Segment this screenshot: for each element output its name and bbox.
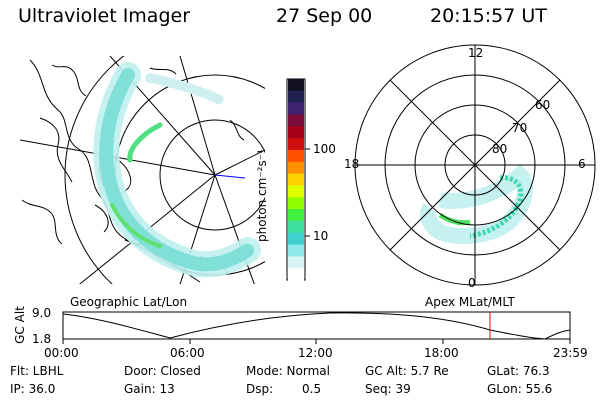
time-tick-0600: 06:00 <box>170 346 205 360</box>
gain-info: Gain: 13 <box>124 382 175 396</box>
colorbar-segment <box>288 209 304 222</box>
latitude-circle <box>64 56 125 284</box>
dsp-label: Dsp: <box>246 382 274 396</box>
alt-tick-1-8: 1.8 <box>32 332 52 346</box>
time-tick-2359: 23:59 <box>553 346 588 360</box>
mlt-label-12: 12 <box>468 46 484 60</box>
colorbar-segment <box>288 185 304 198</box>
colorbar-segment <box>288 256 304 269</box>
colorbar-segment <box>288 126 304 139</box>
apex-panel-label: Apex MLat/MLT <box>425 295 515 309</box>
ip-info: IP: 36.0 <box>10 382 56 396</box>
glon-info: GLon: 55.6 <box>487 382 553 396</box>
time-label: 20:15:57 UT <box>430 5 547 27</box>
gc-alt-axis-label: GC Alt <box>13 306 27 344</box>
latitude-circle <box>159 119 265 231</box>
colorbar-segment <box>288 197 304 210</box>
mlt-label-6: 6 <box>578 157 586 171</box>
mlt-label-0: 0 <box>468 276 476 290</box>
colorbar-segment <box>288 220 304 234</box>
app-title: Ultraviolet Imager <box>18 5 191 27</box>
mode-info: Mode: Normal <box>246 364 330 378</box>
door-info: Door: Closed <box>124 364 201 378</box>
colorbar-segment <box>288 244 304 257</box>
mlat-label-60: 60 <box>535 98 551 112</box>
colorbar-segment <box>288 149 304 163</box>
polar-plot <box>354 44 596 286</box>
geographic-panel-label: Geographic Lat/Lon <box>70 295 188 309</box>
time-tick-1800: 18:00 <box>424 346 459 360</box>
mlat-label-70: 70 <box>512 121 528 135</box>
colorbar-segment <box>288 173 304 186</box>
geographic-map <box>20 56 265 284</box>
mlt-label-18: 18 <box>344 157 360 171</box>
colorbar-segment <box>288 138 304 151</box>
colorbar-tick-100: 100 <box>313 142 336 156</box>
time-tick-0000: 00:00 <box>44 346 79 360</box>
colorbar-segment <box>288 268 304 281</box>
glat-info: GLat: 76.3 <box>487 364 550 378</box>
colorbar <box>286 78 310 281</box>
colorbar-units-label: photon cm⁻²s⁻¹ <box>255 149 269 242</box>
colorbar-segment <box>288 114 304 127</box>
time-tick-1200: 12:00 <box>298 346 333 360</box>
altitude-plot <box>62 311 571 344</box>
gc-alt-info: GC Alt: 5.7 Re <box>365 364 449 378</box>
colorbar-segment <box>288 161 304 175</box>
colorbar-segment <box>288 79 304 92</box>
dsp-value: 0.5 <box>302 382 322 396</box>
colorbar-segment <box>288 90 304 104</box>
colorbar-tick-10: 10 <box>313 229 329 243</box>
colorbar-segment <box>288 232 304 246</box>
seq-info: Seq: 39 <box>365 382 411 396</box>
date-label: 27 Sep 00 <box>276 5 373 27</box>
mlat-label-80: 80 <box>492 142 508 156</box>
colorbar-segment <box>288 102 304 115</box>
alt-tick-9: 9.0 <box>32 306 52 320</box>
filter-info: Flt: LBHL <box>10 364 64 378</box>
